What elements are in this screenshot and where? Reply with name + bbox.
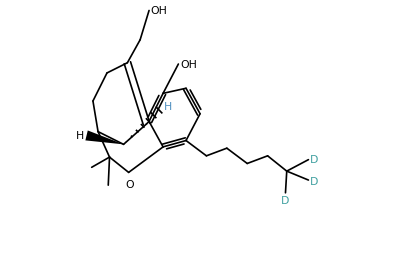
Text: H: H: [76, 131, 85, 141]
Text: O: O: [126, 179, 134, 189]
Text: OH: OH: [150, 6, 167, 17]
Text: D: D: [281, 196, 290, 205]
Text: D: D: [310, 154, 318, 164]
Text: OH: OH: [181, 60, 197, 70]
Text: D: D: [310, 176, 318, 186]
Text: H: H: [164, 102, 172, 112]
Polygon shape: [85, 131, 124, 145]
